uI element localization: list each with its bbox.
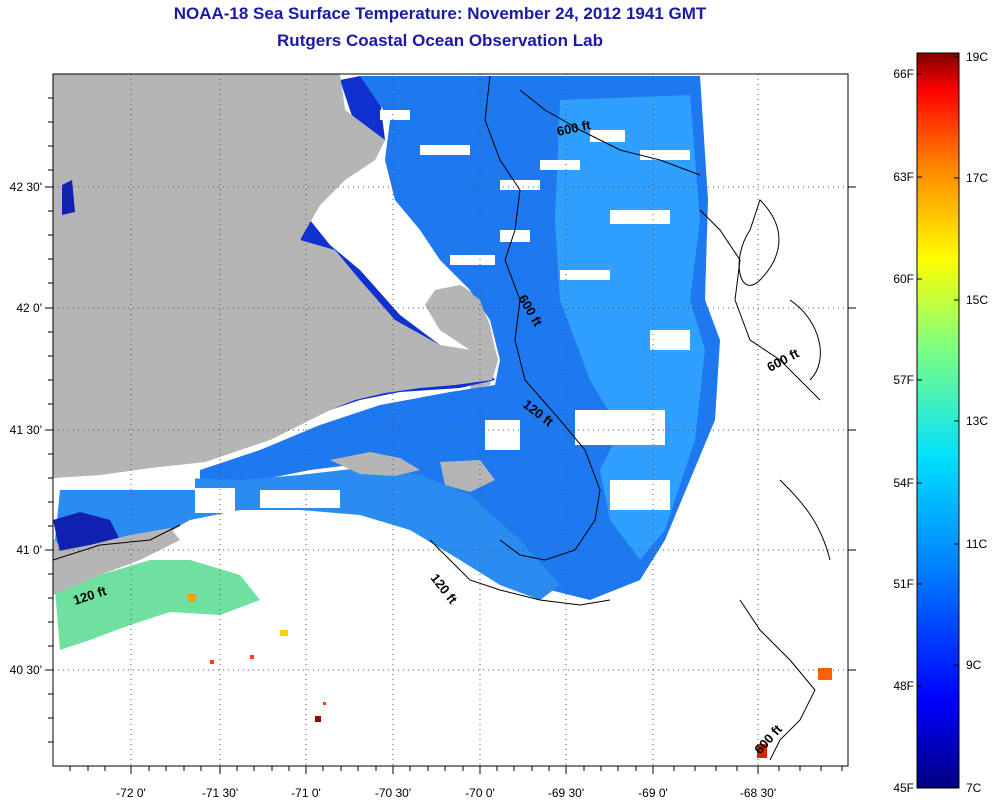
lon-label-71-30: -71 30' — [201, 786, 239, 800]
colorbar-c-13: 13C — [966, 414, 989, 428]
gridlines — [53, 74, 848, 766]
colorbar-f-54: 54F — [893, 476, 914, 490]
colorbar-f-57: 57F — [893, 373, 914, 387]
lon-label-68-30: -68 30' — [739, 786, 777, 800]
colorbar-ticks — [917, 56, 959, 687]
lon-label-70-0: -70 0' — [465, 786, 495, 800]
contour-label-600-a: 600 ft — [556, 117, 593, 139]
axis-ticks — [45, 186, 856, 774]
lat-label-40-30: 40 30' — [9, 663, 42, 677]
map-title: NOAA-18 Sea Surface Temperature: Novembe… — [173, 4, 707, 23]
bathymetry-contours — [53, 75, 831, 761]
map-subtitle: Rutgers Coastal Ocean Observation Lab — [277, 31, 603, 50]
colorbar-c-19: 19C — [966, 50, 989, 64]
lon-label-69-30: -69 30' — [547, 786, 585, 800]
lon-label-72-0: -72 0' — [116, 786, 146, 800]
colorbar-c-9: 9C — [966, 658, 982, 672]
plot-frame — [52, 73, 849, 767]
colorbar-c-17: 17C — [966, 171, 989, 185]
colorbar-f-60: 60F — [893, 272, 914, 286]
colorbar-f-45: 45F — [893, 781, 914, 795]
colorbar-f-48: 48F — [893, 679, 914, 693]
colorbar-c-11: 11C — [966, 537, 988, 551]
lat-label-42-30: 42 30' — [9, 180, 42, 194]
lat-label-41-0: 41 0' — [16, 543, 42, 557]
warm-pixels — [188, 594, 832, 758]
sst-shelf-south — [55, 468, 560, 600]
colorbar-c-15: 15C — [966, 293, 989, 307]
lon-label-69-0: -69 0' — [638, 786, 668, 800]
colorbar-f-66: 66F — [893, 67, 914, 81]
colorbar — [916, 52, 960, 789]
lon-label-71-0: -71 0' — [291, 786, 321, 800]
contour-label-600-d: 600 ft — [764, 345, 802, 375]
lat-label-42-0: 42 0' — [16, 301, 42, 315]
contour-label-120-e: 120 ft — [428, 571, 461, 608]
lon-label-70-30: -70 30' — [374, 786, 412, 800]
colorbar-f-51: 51F — [893, 577, 914, 591]
colorbar-f-63: 63F — [893, 170, 914, 184]
colorbar-c-7: 7C — [966, 781, 982, 795]
minor-ticks — [48, 97, 843, 771]
lat-label-41-30: 41 30' — [9, 423, 42, 437]
sst-green-shelf — [55, 560, 260, 650]
